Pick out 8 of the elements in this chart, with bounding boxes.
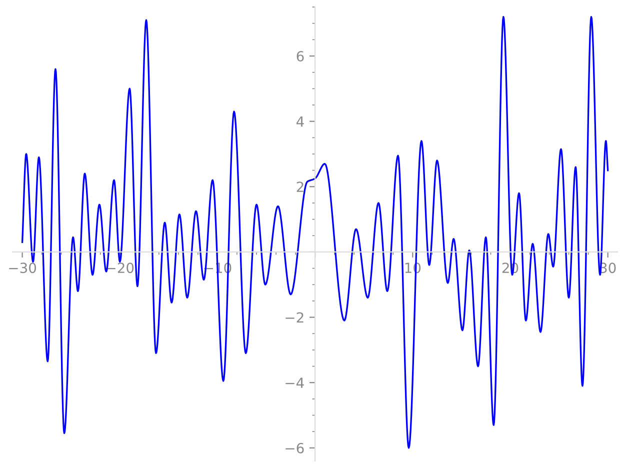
y-tick-label: −6 [286,442,304,454]
y-tick-label: 2 [296,182,304,192]
y-tick-label: 6 [296,50,304,62]
x-tick-label: −20 [106,262,134,274]
y-tick-label: −2 [286,312,304,323]
y-tick-label: 4 [296,116,304,127]
x-tick-label: −30 [9,262,36,274]
y-tick-label: −4 [286,378,304,388]
